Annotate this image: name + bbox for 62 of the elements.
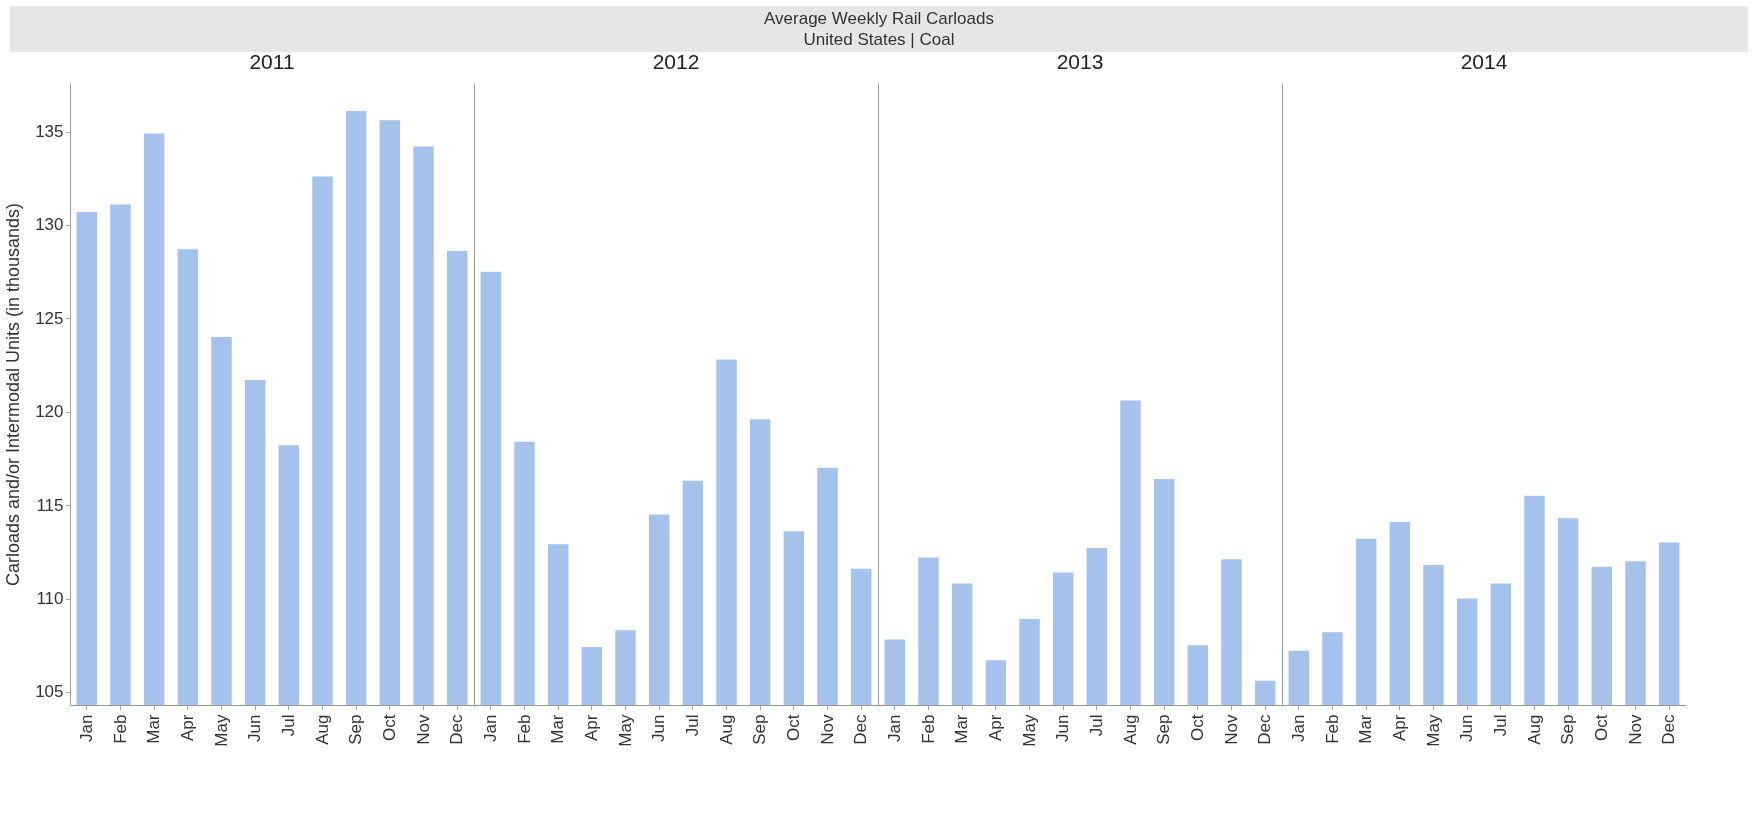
x-tick-label: Feb: [110, 714, 130, 744]
x-tick-label: Jul: [1490, 714, 1510, 737]
x-tick-label: Sep: [1154, 714, 1174, 745]
x-tick-label: Oct: [379, 714, 399, 741]
x-tick-label: Mar: [952, 714, 972, 744]
x-tick-label: Mar: [1356, 714, 1376, 744]
chart-title: 2014: [1460, 50, 1508, 73]
x-tick-label: Nov: [817, 714, 837, 745]
y-tick-label: 115: [36, 495, 64, 515]
x-tick-label: Jun: [649, 714, 669, 742]
chart-title: 2011: [249, 50, 295, 73]
x-tick-label: Nov: [413, 714, 433, 745]
x-tick-label: Jun: [245, 714, 265, 742]
x-tick-label: Sep: [346, 714, 366, 745]
x-tick-label: Oct: [783, 714, 803, 741]
x-tick-label: Sep: [750, 714, 770, 745]
x-tick-label: Apr: [581, 714, 601, 741]
x-tick-label: Apr: [177, 714, 197, 741]
x-tick-label: Aug: [716, 714, 736, 745]
x-tick-label: May: [1423, 714, 1443, 747]
x-tick-label: Jul: [682, 714, 702, 737]
x-tick-label: Jan: [76, 714, 96, 742]
x-tick-label: Aug: [1120, 714, 1140, 745]
text: United States | Coal: [802, 29, 956, 50]
x-tick-label: Jun: [1457, 714, 1477, 742]
x-tick-label: Apr: [985, 714, 1005, 741]
x-tick-label: Dec: [1659, 714, 1679, 745]
x-tick-label: Jan: [884, 714, 904, 742]
x-tick-label: May: [615, 714, 635, 747]
x-tick-label: Sep: [1558, 714, 1578, 745]
x-tick-label: May: [1019, 714, 1039, 747]
x-tick-label: Mar: [144, 714, 164, 744]
x-tick-label: Oct: [1187, 714, 1207, 741]
x-tick-label: Feb: [1322, 714, 1342, 744]
x-tick-label: Mar: [548, 714, 568, 744]
x-tick-label: Nov: [1625, 714, 1645, 745]
chart-title: 2012: [652, 50, 700, 73]
y-axis-title: Carloads and/or Intermodal Units (in thousands): [3, 202, 24, 587]
x-tick-label: Aug: [1524, 714, 1544, 745]
x-tick-label: Jul: [278, 714, 298, 737]
chart-title: 2013: [1056, 50, 1104, 73]
y-tick-label: 110: [36, 589, 64, 609]
x-tick-label: Jun: [1053, 714, 1073, 742]
y-tick-label: 135: [35, 122, 64, 142]
y-tick-label: 130: [35, 215, 64, 235]
x-tick-label: Feb: [918, 714, 938, 744]
x-tick-label: Jul: [1086, 714, 1106, 737]
text: Average Weekly Rail Carloads: [763, 8, 995, 29]
x-tick-label: Aug: [312, 714, 332, 745]
x-tick-label: Dec: [1255, 714, 1275, 745]
x-tick-label: May: [211, 714, 231, 747]
x-tick-label: Jan: [480, 714, 500, 742]
x-tick-label: Apr: [1389, 714, 1409, 741]
x-tick-label: Oct: [1591, 714, 1611, 741]
x-tick-label: Dec: [851, 714, 871, 745]
x-tick-label: Nov: [1221, 714, 1241, 745]
x-tick-label: Jan: [1288, 714, 1308, 742]
x-tick-label: Feb: [514, 714, 534, 744]
x-tick-label: Dec: [447, 714, 467, 745]
y-tick-label: 125: [35, 308, 64, 328]
y-tick-label: 105: [35, 682, 64, 702]
y-tick-label: 120: [35, 402, 64, 422]
